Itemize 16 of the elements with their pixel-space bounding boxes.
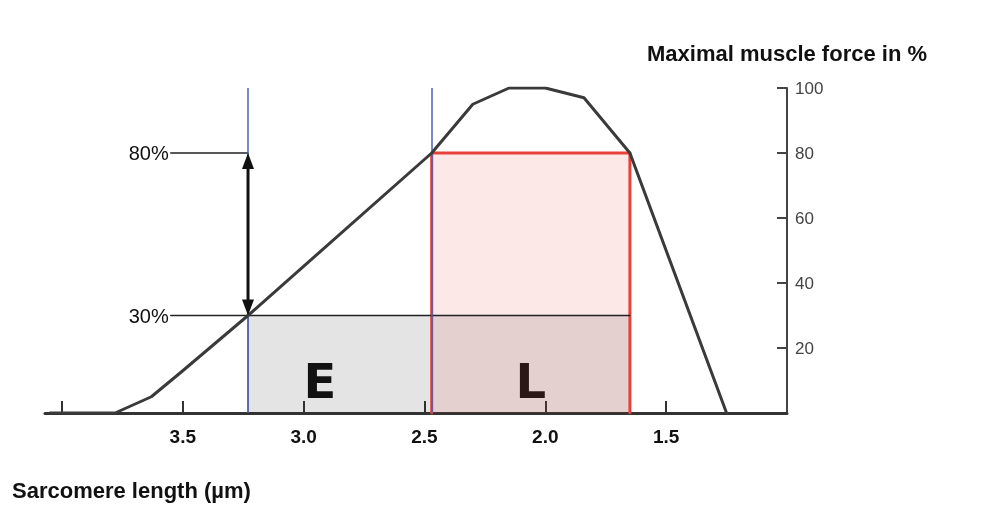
y-tick-label: 20 <box>795 338 814 358</box>
x-axis-title: Sarcomere length (µm) <box>12 477 251 503</box>
annotation: 30% <box>128 304 169 327</box>
x-tick-label: 2.5 <box>411 426 439 447</box>
y-tick-label: 100 <box>795 78 824 98</box>
annotation: L <box>515 352 547 409</box>
x-tick-label: 2.0 <box>532 426 559 447</box>
x-tick-label: 1.5 <box>652 426 680 447</box>
x-tick-label: 3.0 <box>290 426 317 447</box>
annotation: 80% <box>128 142 169 164</box>
annotation: E <box>303 352 337 409</box>
x-tick-label: 3.5 <box>169 426 197 447</box>
y-tick-label: 80 <box>795 143 814 163</box>
y-tick-label: 40 <box>795 273 814 293</box>
y-tick-label: 60 <box>795 208 814 228</box>
y-axis-title: Maximal muscle force in % <box>647 40 927 66</box>
